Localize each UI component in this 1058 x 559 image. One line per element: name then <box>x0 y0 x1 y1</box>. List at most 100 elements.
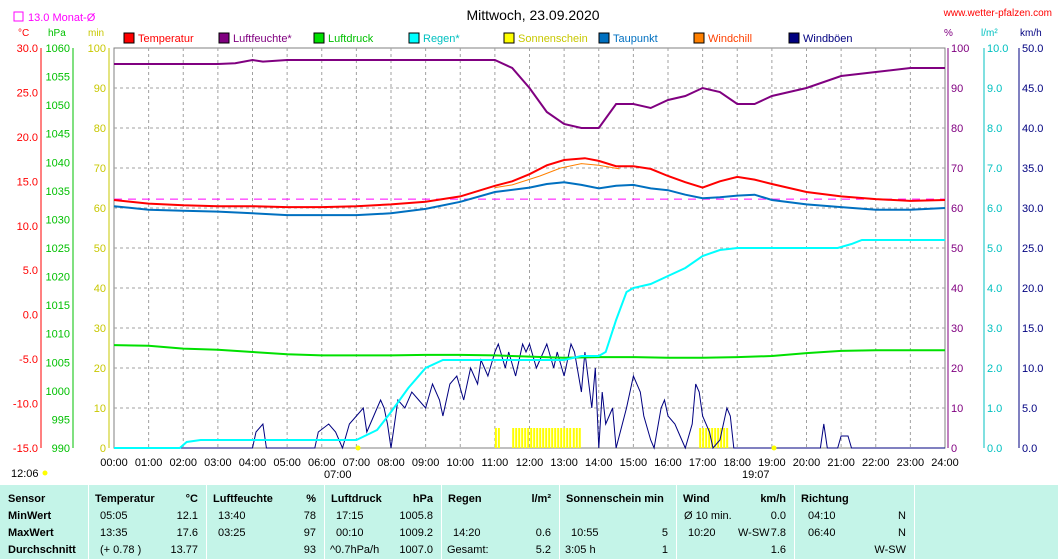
temp-tick-label-5: 5.0 <box>23 265 38 277</box>
temperature-max-time: 13:35 <box>100 527 128 539</box>
wind-max-value: 7.8 <box>770 527 786 539</box>
wind-tick-label-9: 5.0 <box>1022 403 1037 415</box>
sunshine-bar-1-10 <box>542 428 545 448</box>
legend: Temperatur Luftfeuchte* Luftdruck Regen* Son… <box>123 32 853 45</box>
legend-label-0: Temperatur <box>138 33 194 45</box>
legend-label-3: Regen* <box>423 33 460 45</box>
sunshine-bar-3-9 <box>726 428 729 448</box>
series-lines <box>113 58 946 450</box>
sunshine-max-value: 5 <box>661 527 668 539</box>
windchill-line <box>494 163 620 189</box>
wind-unit: km/h <box>760 493 786 505</box>
sunshine-bar-1-2 <box>518 428 521 448</box>
direction-avg-value: W-SW <box>874 544 906 556</box>
humidity-tick-label-0: 100 <box>951 43 969 55</box>
humidity-tick-label-5: 50 <box>951 243 963 255</box>
pressure-tick-label-14: 990 <box>52 443 70 455</box>
sunset-time: 19:07 <box>742 469 770 481</box>
rain-header: Regen <box>448 493 482 505</box>
humidity-min-time: 13:40 <box>218 510 246 522</box>
sunshine-bar-3-1 <box>702 428 705 448</box>
temp-tick-label-0: 30.0 <box>17 43 38 55</box>
x-tick-label-21: 21:00 <box>827 457 855 469</box>
wind-tick-label-4: 30.0 <box>1022 203 1043 215</box>
temperature-trend: (+ 0.78 ) <box>100 544 142 556</box>
x-tick-label-23: 23:00 <box>897 457 925 469</box>
legend-label-2: Luftdruck <box>328 33 374 45</box>
rain-tick-label-3: 7.0 <box>987 163 1002 175</box>
sun-unit-label: min <box>88 28 104 39</box>
legend-swatch-1 <box>218 32 230 44</box>
sunshine-bar-1-15 <box>557 428 560 448</box>
pressure-min-time: 17:15 <box>336 510 364 522</box>
sensor-header: Sensor <box>8 493 46 505</box>
humidity-tick-label-7: 30 <box>951 323 963 335</box>
sunshine-bar-1-6 <box>530 428 533 448</box>
sunshine-bar-3-0 <box>699 428 702 448</box>
temp-tick-label-3: 15.0 <box>17 176 38 188</box>
monthly-average-label: 13.0 Monat-Ø <box>28 12 96 24</box>
humidity-max-value: 97 <box>303 527 316 539</box>
temp-tick-label-6: 0.0 <box>23 310 38 322</box>
wind-min-value: 0.0 <box>770 510 786 522</box>
day-length-sun-icon <box>42 470 48 476</box>
sun-tick-label-7: 30 <box>94 323 106 335</box>
temp-tick-label-4: 10.0 <box>17 221 38 233</box>
x-tick-label-17: 17:00 <box>689 457 717 469</box>
temperature-avg-value: 13.77 <box>170 544 198 556</box>
wind-max-direction: W-SW <box>738 527 770 539</box>
tick-labels: 00:00 01:00 02:00 03:00 04:00 05:00 06:00 07:00… <box>13 43 1044 469</box>
temp-tick-label-8: -10.0 <box>13 399 38 411</box>
legend-label-5: Taupunkt <box>613 33 658 45</box>
day-length: 12:06 <box>11 468 39 480</box>
humidity-tick-label-10: 0 <box>951 443 957 455</box>
rain-total-value: 5.2 <box>535 544 551 556</box>
sun-tick-label-1: 90 <box>94 83 106 95</box>
sunrise-marker <box>355 445 361 451</box>
sunshine-bar-0-0 <box>494 428 497 448</box>
wind-tick-label-7: 15.0 <box>1022 323 1043 335</box>
wind-header: Wind <box>683 493 710 505</box>
sun-tick-label-4: 60 <box>94 203 106 215</box>
wind-tick-label-8: 10.0 <box>1022 363 1043 375</box>
x-tick-label-16: 16:00 <box>654 457 682 469</box>
source-link[interactable]: www.wetter-pfalzen.com <box>943 8 1052 19</box>
sunshine-bar-0-1 <box>497 428 500 448</box>
sun-tick-label-10: 0 <box>100 443 106 455</box>
sun-tick-label-9: 10 <box>94 403 106 415</box>
row-label-min: MinWert <box>8 510 52 522</box>
sunshine-bar-1-14 <box>554 428 557 448</box>
sun-tick-label-3: 70 <box>94 163 106 175</box>
sunshine-avg-value: 1 <box>661 544 668 556</box>
pressure-line <box>113 344 945 359</box>
x-tick-label-8: 08:00 <box>377 457 405 469</box>
x-tick-label-4: 04:00 <box>239 457 267 469</box>
row-label-max: MaxWert <box>8 527 54 539</box>
temperature-min-time: 05:05 <box>100 510 128 522</box>
monthly-average-swatch <box>13 11 24 22</box>
row-label-avg: Durchschnitt <box>8 544 76 556</box>
sun-tick-label-6: 40 <box>94 283 106 295</box>
wind-unit-label: km/h <box>1020 28 1042 39</box>
sunshine-bar-1-17 <box>563 428 566 448</box>
direction-header: Richtung <box>801 493 849 505</box>
wind-avg-label: Ø 10 min. <box>684 510 732 522</box>
temperature-max-value: 17.6 <box>176 527 198 539</box>
pressure-max-value: 1009.2 <box>399 527 433 539</box>
rain-tick-label-8: 2.0 <box>987 363 1002 375</box>
x-tick-label-24: 24:00 <box>931 457 959 469</box>
legend-swatch-4 <box>503 32 515 44</box>
summary-col-direction: Richtung 04:10 N 06:40 N W-SW <box>794 485 915 559</box>
pressure-tick-label-9: 1015 <box>46 300 70 312</box>
wind-tick-label-5: 25.0 <box>1022 243 1043 255</box>
sunset-marker <box>771 445 777 451</box>
sunshine-max-time: 10:55 <box>571 527 599 539</box>
pressure-tick-label-0: 1060 <box>46 43 70 55</box>
pressure-tick-label-4: 1040 <box>46 157 70 169</box>
pressure-tick-label-3: 1045 <box>46 129 70 141</box>
humidity-unit-label: % <box>944 28 953 39</box>
x-tick-label-19: 19:00 <box>758 457 786 469</box>
temperature-unit: °C <box>185 493 198 505</box>
wind-tick-label-1: 45.0 <box>1022 83 1043 95</box>
temperature-line <box>113 157 946 209</box>
